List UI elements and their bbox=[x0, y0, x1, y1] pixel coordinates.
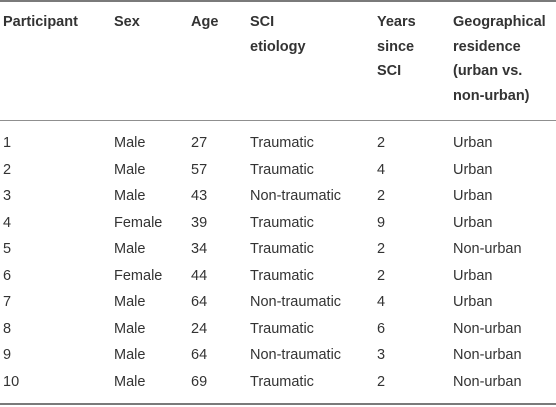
cell-sex: Male bbox=[114, 294, 146, 310]
table-row: 10 Male 69 Traumatic 2 Non-urban bbox=[0, 369, 556, 396]
cell-participant: 9 bbox=[3, 347, 12, 363]
cell-participant: 1 bbox=[3, 135, 12, 151]
table-header-rule bbox=[0, 120, 556, 121]
cell-sex: Male bbox=[114, 161, 146, 178]
table-row: 2 Male 57 Traumatic 4 Urban bbox=[0, 157, 556, 184]
header-geographical-residence-line: (urban vs. bbox=[453, 63, 523, 79]
cell-sex: Female bbox=[114, 214, 163, 231]
cell-geographical-residence: Urban bbox=[453, 267, 493, 284]
table-row: 5 Male 34 Traumatic 2 Non-urban bbox=[0, 236, 556, 263]
cell-years-since-sci: 2 bbox=[377, 135, 386, 151]
header-geographical-residence-line: Geographical bbox=[453, 14, 546, 30]
cell-participant: 3 bbox=[3, 188, 12, 204]
cell-geographical-residence: Urban bbox=[453, 135, 493, 151]
cell-years-since-sci: 2 bbox=[377, 267, 386, 284]
table-bottom-rule bbox=[0, 403, 556, 405]
header-geographical-residence: Geographical residence (urban vs. non-urban… bbox=[453, 10, 546, 108]
cell-years-since-sci: 6 bbox=[377, 320, 386, 337]
header-sex-line: Sex bbox=[114, 14, 140, 30]
cell-sex: Male bbox=[114, 347, 146, 363]
table-row: 4 Female 39 Traumatic 9 Urban bbox=[0, 210, 556, 237]
cell-age: 27 bbox=[191, 135, 208, 151]
table-row: 8 Male 24 Traumatic 6 Non-urban bbox=[0, 316, 556, 343]
cell-sex: Female bbox=[114, 267, 163, 284]
header-sex: Sex bbox=[114, 10, 140, 35]
cell-geographical-residence: Urban bbox=[453, 294, 493, 310]
cell-participant: 2 bbox=[3, 161, 12, 178]
cell-geographical-residence: Non-urban bbox=[453, 347, 522, 363]
cell-age: 34 bbox=[191, 241, 208, 257]
cell-sci-etiology: Traumatic bbox=[250, 135, 314, 151]
cell-geographical-residence: Urban bbox=[453, 214, 493, 231]
cell-geographical-residence: Non-urban bbox=[453, 241, 522, 257]
cell-age: 39 bbox=[191, 214, 208, 231]
cell-age: 57 bbox=[191, 161, 208, 178]
cell-years-since-sci: 3 bbox=[377, 347, 386, 363]
cell-age: 69 bbox=[191, 373, 208, 390]
cell-sci-etiology: Traumatic bbox=[250, 214, 314, 231]
cell-sci-etiology: Non-traumatic bbox=[250, 294, 342, 310]
table-top-rule bbox=[0, 0, 556, 2]
cell-participant: 8 bbox=[3, 320, 12, 337]
cell-sex: Male bbox=[114, 135, 146, 151]
cell-participant: 4 bbox=[3, 214, 12, 231]
cell-sci-etiology: Traumatic bbox=[250, 161, 314, 178]
cell-years-since-sci: 2 bbox=[377, 373, 386, 390]
header-age-line: Age bbox=[191, 14, 219, 30]
cell-age: 64 bbox=[191, 294, 208, 310]
cell-sex: Male bbox=[114, 188, 146, 204]
cell-sci-etiology: Non-traumatic bbox=[250, 347, 342, 363]
table-row: 3 Male 43 Non-traumatic 2 Urban bbox=[0, 183, 556, 210]
cell-age: 44 bbox=[191, 267, 208, 284]
cell-sex: Male bbox=[114, 320, 146, 337]
cell-age: 64 bbox=[191, 347, 208, 363]
table-row: 6 Female 44 Traumatic 2 Urban bbox=[0, 263, 556, 290]
header-geographical-residence-line: residence bbox=[453, 38, 521, 55]
header-sci-etiology-line: etiology bbox=[250, 38, 306, 55]
cell-sci-etiology: Traumatic bbox=[250, 241, 314, 257]
cell-age: 24 bbox=[191, 320, 208, 337]
cell-sex: Male bbox=[114, 373, 146, 390]
header-participant: Participant bbox=[3, 10, 78, 35]
header-years-since-sci-line: since bbox=[377, 38, 415, 55]
header-sci-etiology: SCI etiology bbox=[250, 10, 306, 59]
cell-geographical-residence: Non-urban bbox=[453, 373, 522, 390]
header-age: Age bbox=[191, 10, 218, 35]
cell-geographical-residence: Non-urban bbox=[453, 320, 522, 337]
table-row: 7 Male 64 Non-traumatic 4 Urban bbox=[0, 289, 556, 316]
cell-years-since-sci: 2 bbox=[377, 188, 386, 204]
cell-sci-etiology: Traumatic bbox=[250, 267, 314, 284]
table-row: 1 Male 27 Traumatic 2 Urban bbox=[0, 130, 556, 157]
header-years-since-sci: Years since SCI bbox=[377, 10, 416, 84]
cell-geographical-residence: Urban bbox=[453, 188, 493, 204]
header-sci-etiology-line: SCI bbox=[250, 14, 275, 30]
cell-geographical-residence: Urban bbox=[453, 161, 493, 178]
header-years-since-sci-line: Years bbox=[377, 14, 416, 30]
header-years-since-sci-line: SCI bbox=[377, 63, 402, 79]
cell-age: 43 bbox=[191, 188, 208, 204]
cell-sci-etiology: Traumatic bbox=[250, 373, 314, 390]
cell-years-since-sci: 2 bbox=[377, 241, 386, 257]
cell-years-since-sci: 4 bbox=[377, 161, 386, 178]
header-geographical-residence-line: non-urban) bbox=[453, 87, 530, 104]
cell-years-since-sci: 4 bbox=[377, 294, 386, 310]
cell-sci-etiology: Non-traumatic bbox=[250, 188, 342, 204]
cell-years-since-sci: 9 bbox=[377, 214, 386, 231]
cell-participant: 5 bbox=[3, 241, 12, 257]
cell-participant: 10 bbox=[3, 373, 20, 390]
header-participant-line: Participant bbox=[3, 14, 78, 30]
table-row: 9 Male 64 Non-traumatic 3 Non-urban bbox=[0, 342, 556, 369]
cell-sci-etiology: Traumatic bbox=[250, 320, 314, 337]
cell-participant: 6 bbox=[3, 267, 12, 284]
cell-sex: Male bbox=[114, 241, 146, 257]
cell-participant: 7 bbox=[3, 294, 12, 310]
